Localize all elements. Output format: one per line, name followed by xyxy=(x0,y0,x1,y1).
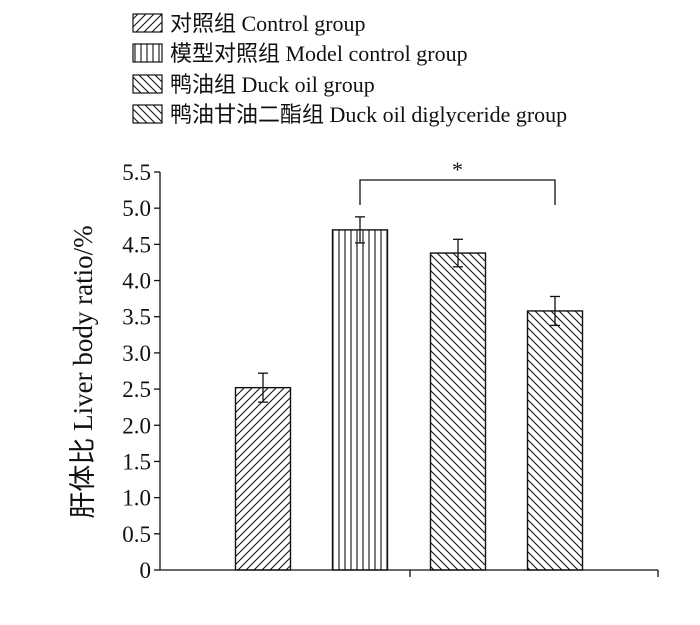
bar-3 xyxy=(429,252,487,571)
significance-bracket: * xyxy=(359,157,556,205)
legend-swatch xyxy=(132,13,163,33)
y-tick-label: 5.5 xyxy=(122,160,151,185)
y-tick-label: 0.5 xyxy=(122,522,151,547)
error-bar-3 xyxy=(453,238,463,268)
y-tick-label: 3.0 xyxy=(122,341,151,366)
y-ticks: 0 0.5 1.0 1.5 2.0 2.5 3.0 3.5 4.0 4.5 5.0 5.5 xyxy=(122,160,160,583)
legend-item-2: 模型对照组 Model control group xyxy=(132,41,468,66)
legend: 对照组 Control group 模型对照组 Model control gro… xyxy=(132,11,567,127)
bars xyxy=(234,229,584,571)
y-axis-label: 肝体比 Liver body ratio/% xyxy=(68,225,98,518)
y-tick-label: 4.5 xyxy=(122,232,151,257)
bar-2 xyxy=(331,229,389,571)
error-bars xyxy=(258,216,560,403)
legend-item-1: 对照组 Control group xyxy=(132,11,366,36)
legend-label: 鸭油组 Duck oil group xyxy=(170,72,375,97)
y-tick-label: 1.5 xyxy=(122,449,151,474)
y-tick-label: 0 xyxy=(140,558,152,583)
legend-item-4: 鸭油甘油二酯组 Duck oil diglyceride group xyxy=(132,102,567,127)
legend-swatch xyxy=(132,43,163,63)
significance-label: * xyxy=(452,157,463,182)
y-tick-label: 1.0 xyxy=(122,486,151,511)
error-bar-4 xyxy=(550,295,560,327)
y-tick-label: 2.5 xyxy=(122,377,151,402)
bar-4 xyxy=(526,310,584,571)
legend-label: 对照组 Control group xyxy=(170,11,366,36)
y-tick-label: 2.0 xyxy=(122,413,151,438)
bar-1 xyxy=(234,386,292,571)
y-tick-label: 4.0 xyxy=(122,269,151,294)
y-tick-label: 5.0 xyxy=(122,196,151,221)
legend-swatch xyxy=(132,104,163,124)
legend-swatch xyxy=(132,74,163,94)
error-bar-1 xyxy=(258,372,268,403)
legend-label: 鸭油甘油二酯组 Duck oil diglyceride group xyxy=(170,102,567,127)
legend-label: 模型对照组 Model control group xyxy=(170,41,468,66)
y-tick-label: 3.5 xyxy=(122,305,151,330)
axes: 0 0.5 1.0 1.5 2.0 2.5 3.0 3.5 4.0 4.5 5.0 5.5 xyxy=(122,160,659,583)
legend-item-3: 鸭油组 Duck oil group xyxy=(132,72,375,97)
error-bar-2 xyxy=(355,216,365,244)
significance-line xyxy=(359,179,556,205)
x-ticks xyxy=(409,570,659,577)
